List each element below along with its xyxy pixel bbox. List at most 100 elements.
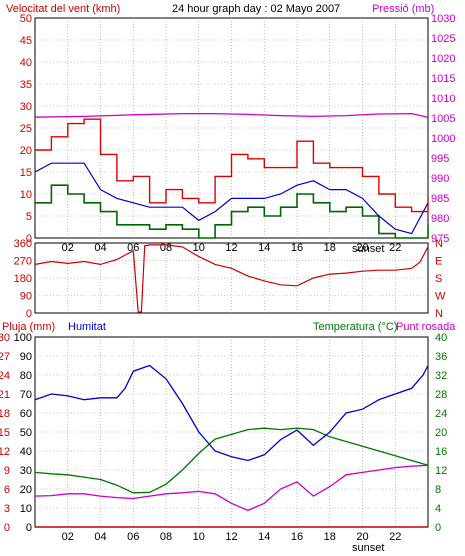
temperature-tick-label: 8 [435, 484, 441, 496]
x-tick-label: 02 [62, 242, 74, 254]
x-tick-label: 22 [389, 242, 401, 254]
pressure-axis-ticks: 975 980 985 990 995 1000 1005 1010 1015 1020 1025 1… [431, 13, 455, 245]
rain-tick-label: 12 [0, 446, 10, 458]
pressure-tick-label: 1030 [431, 13, 455, 25]
rain-tick-label: 0 [4, 522, 10, 534]
wind-tick-label: 40 [20, 57, 32, 69]
wind-pressure-panel: Velocitat del vent (kmh) 24 hour graph d… [6, 3, 455, 255]
wind-series [34, 112, 429, 239]
wind-tick-label: 15 [20, 167, 32, 179]
x-tick-label: 10 [193, 531, 205, 543]
pressure-tick-label: 975 [431, 233, 449, 245]
humidity-tick-label: 0 [26, 522, 32, 534]
wind-tick-label: 25 [20, 123, 32, 135]
wind-tick-label: 45 [20, 35, 32, 47]
time-axis-ticks-lower: 02 04 06 08 10 12 14 16 18 20 22 [62, 531, 402, 543]
humidity-axis-ticks: 0 10 20 30 40 50 60 70 80 90 100 [14, 332, 32, 534]
rain-tick-label: 18 [0, 408, 10, 420]
wind-axis-ticks: 0 5 10 15 20 25 30 35 40 45 50 [20, 13, 32, 245]
temperature-tick-label: 40 [435, 332, 447, 344]
pressure-line [34, 112, 429, 118]
x-tick-label: 16 [291, 242, 303, 254]
direction-series [34, 244, 429, 313]
temperature-tick-label: 28 [435, 389, 447, 401]
humidity-tick-label: 30 [20, 465, 32, 477]
pressure-tick-label: 990 [431, 173, 449, 185]
direction-line [34, 244, 429, 313]
sunset-label-1: sunset [352, 243, 384, 255]
pressure-tick-label: 1020 [431, 53, 455, 65]
compass-label: E [435, 256, 442, 268]
x-tick-label: 20 [356, 242, 368, 254]
temperature-tick-label: 0 [435, 522, 441, 534]
humidity-tick-label: 100 [14, 332, 32, 344]
compass-label: N [435, 238, 443, 250]
temperature-tick-label: 24 [435, 408, 447, 420]
wind-tick-label: 10 [20, 189, 32, 201]
humidity-temperature-panel: Pluja (mm) Humitat Temperatura (°C) Punt… [0, 321, 456, 554]
rain-tick-label: 9 [4, 465, 10, 477]
temperature-axis-ticks: 0 4 8 12 16 20 24 28 32 36 40 [435, 332, 447, 534]
temperature-tick-label: 32 [435, 370, 447, 382]
wind-tick-label: 0 [26, 233, 32, 245]
x-tick-label: 10 [193, 242, 205, 254]
direction-tick-label: 90 [20, 291, 32, 303]
rain-tick-label: 15 [0, 427, 10, 439]
x-tick-label: 14 [258, 242, 270, 254]
sunset-label-2: sunset [352, 542, 384, 554]
graph-title: 24 hour graph day : 02 Mayo 2007 [172, 3, 340, 15]
humidity-tick-label: 80 [20, 370, 32, 382]
direction-tick-label: 360 [14, 238, 32, 250]
temperature-tick-label: 16 [435, 446, 447, 458]
x-tick-label: 04 [94, 242, 106, 254]
x-tick-label: 12 [225, 531, 237, 543]
compass-label: N [435, 308, 443, 320]
pressure-tick-label: 1015 [431, 73, 455, 85]
direction-tick-label: 270 [14, 256, 32, 268]
direction-axis-ticks: 0 90 180 270 360 [14, 238, 32, 320]
pressure-tick-label: 1000 [431, 133, 455, 145]
wind-tick-label: 50 [20, 13, 32, 25]
dewpoint-title: Punt rosada [396, 321, 456, 333]
pressure-tick-label: 980 [431, 213, 449, 225]
x-tick-label: 22 [389, 531, 401, 543]
humidity-line [34, 364, 429, 462]
humidity-title: Humitat [68, 321, 106, 333]
direction-tick-label: 180 [14, 273, 32, 285]
humidity-tick-label: 20 [20, 484, 32, 496]
wind-title: Velocitat del vent (kmh) [6, 3, 120, 15]
pressure-title: Pressió (mb) [372, 3, 434, 15]
x-tick-label: 02 [62, 531, 74, 543]
wind-tick-label: 30 [20, 101, 32, 113]
x-tick-label: 18 [324, 531, 336, 543]
rain-tick-label: 21 [0, 389, 10, 401]
rain-tick-label: 6 [4, 484, 10, 496]
x-tick-label: 06 [127, 242, 139, 254]
pressure-tick-label: 985 [431, 193, 449, 205]
x-tick-label: 16 [291, 531, 303, 543]
humidity-tick-label: 70 [20, 389, 32, 401]
temperature-tick-label: 4 [435, 503, 441, 515]
humidity-grid [35, 337, 428, 527]
humidity-tick-label: 10 [20, 503, 32, 515]
x-tick-label: 08 [160, 531, 172, 543]
x-tick-label: 20 [356, 531, 368, 543]
rain-title: Pluja (mm) [2, 321, 55, 333]
wind-low-line [35, 184, 429, 239]
humidity-series [34, 364, 429, 528]
wind-gust-line [35, 118, 429, 213]
rain-tick-label: 30 [0, 332, 10, 344]
temperature-line [34, 427, 429, 494]
direction-tick-label: 0 [26, 308, 32, 320]
x-tick-label: 12 [225, 242, 237, 254]
rain-tick-label: 27 [0, 351, 10, 363]
x-tick-label: 18 [324, 242, 336, 254]
temperature-tick-label: 36 [435, 351, 447, 363]
pressure-tick-label: 1005 [431, 113, 455, 125]
rain-axis-ticks: 0 3 6 9 12 15 18 21 24 27 30 [0, 332, 10, 534]
temperature-tick-label: 12 [435, 465, 447, 477]
compass-label: W [435, 291, 446, 303]
